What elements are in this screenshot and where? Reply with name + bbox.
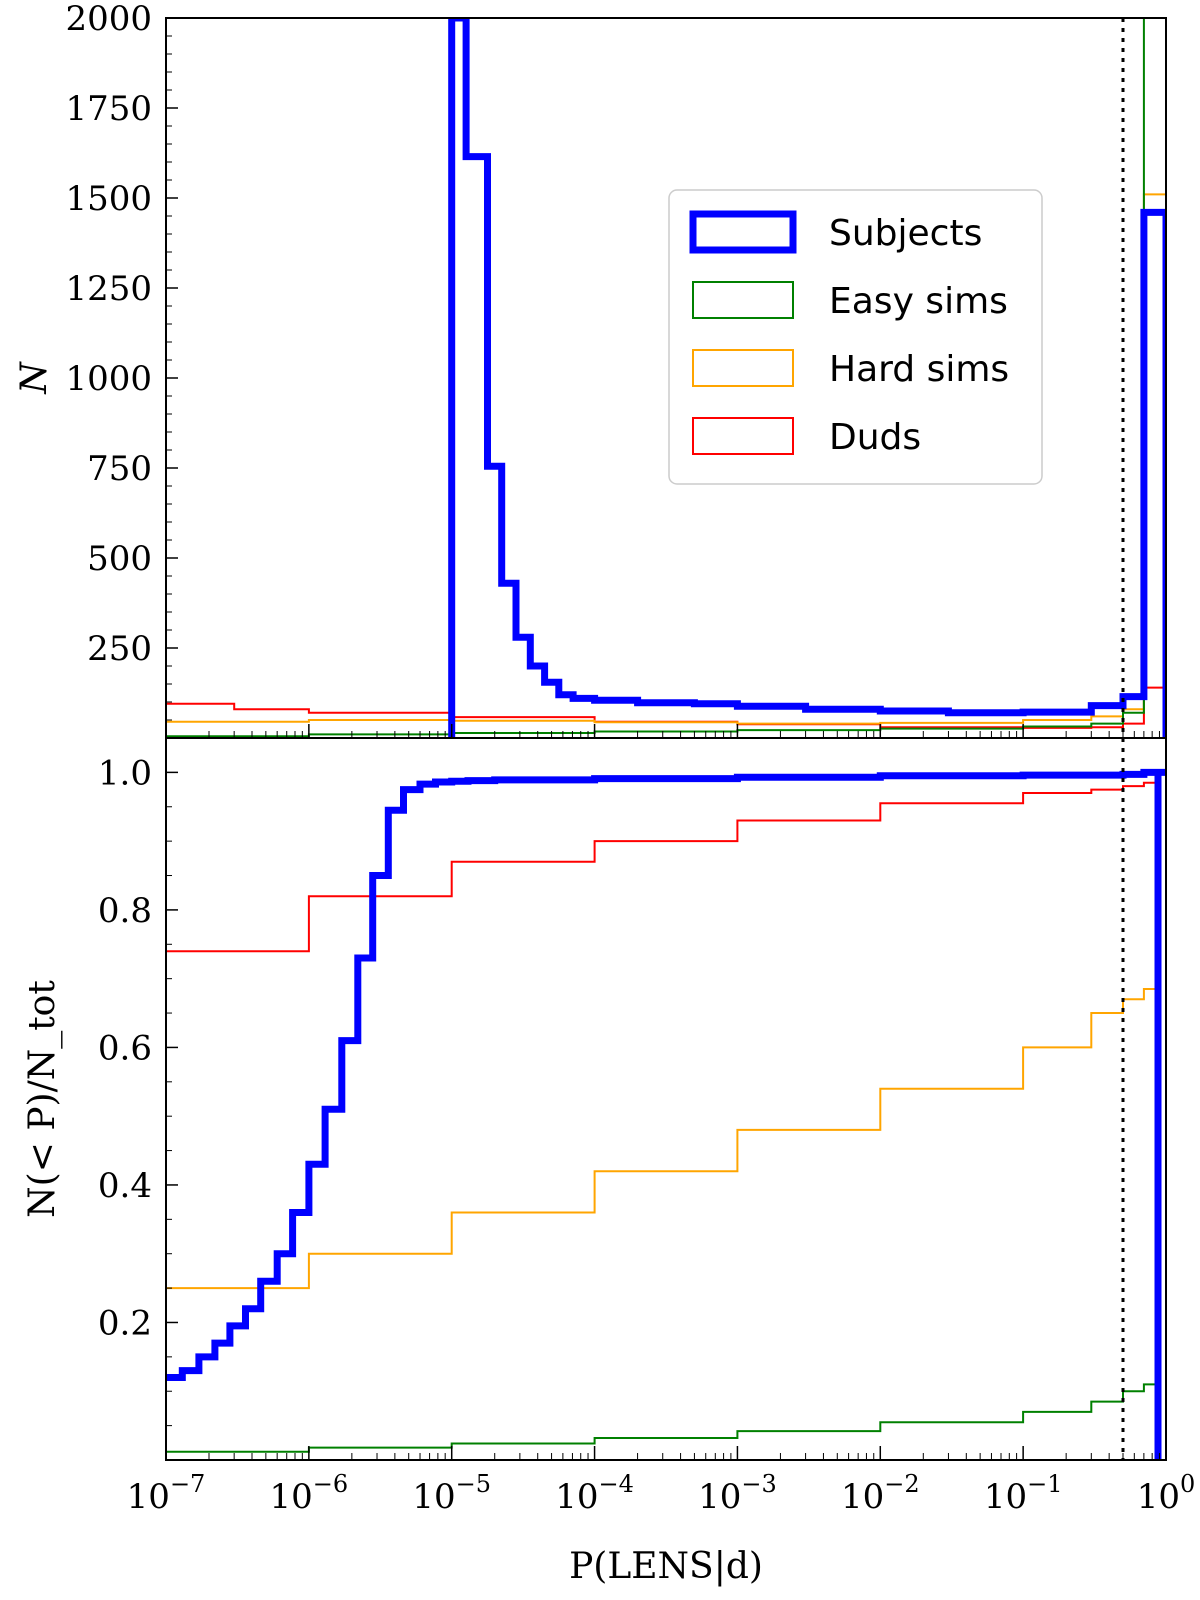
legend-swatch-easy-sims <box>692 281 794 319</box>
histogram-panel: 250 500 750 1000 1250 1500 1750 2000 N <box>14 0 1167 739</box>
x-axis-ticks: 10−7 10−6 10−5 10−4 10−3 10−2 10−1 100 <box>127 724 1196 1517</box>
y-tick-label-bottom: 0.6 <box>98 1028 152 1068</box>
legend-label-duds: Duds <box>829 417 921 458</box>
x-tick-label: 100 <box>1137 1470 1196 1517</box>
histogram-subjects <box>448 18 1166 738</box>
y-tick-label-bottom: 1.0 <box>98 753 152 793</box>
y-tick-label-top: 500 <box>87 539 152 579</box>
y-tick-label-top: 1750 <box>65 89 152 129</box>
y-tick-label-bottom: 0.8 <box>98 891 152 931</box>
legend-swatch-duds <box>692 417 794 455</box>
legend-label-subjects: Subjects <box>829 213 982 254</box>
y-tick-label-top: 1250 <box>65 269 152 309</box>
x-axis-label: P(LENS|d) <box>569 1546 763 1587</box>
y-tick-label-top: 250 <box>87 629 152 669</box>
cumulative-easy-sims <box>166 984 1159 1460</box>
x-tick-label: 10−7 <box>127 1470 206 1517</box>
legend-box <box>668 189 1043 485</box>
legend: Subjects Easy sims Hard sims Duds <box>668 189 1043 485</box>
cumulative-panel: 0.2 0.4 0.6 0.8 1.0 N(< P)/N_tot <box>22 737 1167 1461</box>
cumulative-axes-frame <box>165 737 1167 1461</box>
y-tick-label-top: 2000 <box>65 0 152 39</box>
legend-swatch-subjects <box>689 210 797 254</box>
x-tick-label: 10−6 <box>270 1470 349 1517</box>
x-tick-label: 10−1 <box>984 1470 1063 1517</box>
x-tick-label: 10−5 <box>412 1470 491 1517</box>
y-tick-label-top: 1000 <box>65 359 152 399</box>
y-axis-label-bottom: N(< P)/N_tot <box>22 980 63 1218</box>
cumulative-series-group <box>166 768 1166 1460</box>
x-tick-label: 10−2 <box>841 1470 920 1517</box>
x-tick-label: 10−4 <box>555 1470 634 1517</box>
legend-label-easy-sims: Easy sims <box>829 281 1008 322</box>
cumulative-subjects <box>166 768 1166 1460</box>
y-tick-label-top: 750 <box>87 449 152 489</box>
y-tick-label-bottom: 0.2 <box>98 1303 152 1343</box>
cumulative-duds <box>166 771 1159 1460</box>
legend-swatch-hard-sims <box>692 349 794 387</box>
x-tick-label: 10−3 <box>698 1470 777 1517</box>
y-tick-label-top: 1500 <box>65 179 152 219</box>
y-tick-label-bottom: 0.4 <box>98 1166 152 1206</box>
legend-label-hard-sims: Hard sims <box>829 349 1009 390</box>
y-axis-label-top: N <box>14 361 55 395</box>
cumulative-hard-sims <box>166 771 1159 1460</box>
